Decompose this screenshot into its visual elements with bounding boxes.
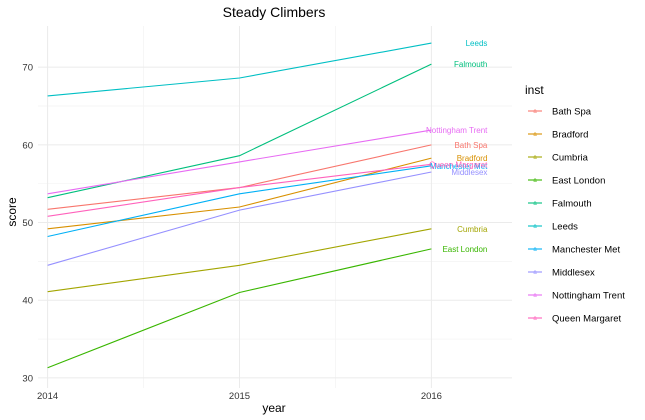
legend-label: Middlesex xyxy=(552,268,595,279)
series-end-label: Queen Margaret xyxy=(429,160,488,169)
series-end-label: Middlesex xyxy=(451,168,487,177)
legend-key-glyph: a xyxy=(533,178,537,184)
legend-label: Queen Margaret xyxy=(552,314,622,325)
legend-label: Leeds xyxy=(552,222,578,233)
legend-key-glyph: a xyxy=(533,224,537,230)
legend-key-glyph: a xyxy=(533,109,537,115)
legend-label: Falmouth xyxy=(552,199,592,210)
legend-key-glyph: a xyxy=(533,270,537,276)
series-end-label: Leeds xyxy=(466,39,488,48)
legend-label: Nottingham Trent xyxy=(552,291,625,302)
series-end-label: Bath Spa xyxy=(454,141,487,150)
series-end-label: Bradford xyxy=(457,154,488,163)
series-line xyxy=(47,248,432,369)
y-tick-label: 30 xyxy=(22,373,33,384)
y-axis-title: score xyxy=(5,197,19,227)
series-line xyxy=(47,163,432,217)
legend: inst a Bath Spa a Bradford a Cumbria a East Lon… xyxy=(525,83,625,325)
series-end-label: Cumbria xyxy=(457,225,488,234)
x-tick-label: 2014 xyxy=(37,391,58,402)
series-line xyxy=(47,42,432,97)
series-line xyxy=(47,171,432,266)
series-line xyxy=(47,157,432,230)
y-tick-label: 50 xyxy=(22,218,33,229)
legend-title: inst xyxy=(525,83,544,97)
series-lines xyxy=(47,42,432,369)
series-end-label: Nottingham Trent xyxy=(426,126,488,135)
x-axis-title: year xyxy=(262,401,285,415)
legend-label: Cumbria xyxy=(552,153,589,164)
x-tick-label: 2015 xyxy=(229,391,250,402)
legend-items: a Bath Spa a Bradford a Cumbria a East London a F… xyxy=(528,107,625,325)
y-axis-ticks: 30 40 50 60 70 xyxy=(22,63,33,385)
legend-key-glyph: a xyxy=(533,293,537,299)
chart-title: Steady Climbers xyxy=(223,4,326,20)
legend-label: Bath Spa xyxy=(552,107,592,118)
y-tick-label: 40 xyxy=(22,296,33,307)
legend-label: East London xyxy=(552,176,605,187)
series-line xyxy=(47,165,432,238)
x-tick-label: 2016 xyxy=(421,391,442,402)
legend-label: Bradford xyxy=(552,130,588,141)
series-end-label: East London xyxy=(442,245,487,254)
series-line xyxy=(47,228,432,293)
legend-label: Manchester Met xyxy=(552,245,620,256)
y-tick-label: 70 xyxy=(22,63,33,74)
legend-key-glyph: a xyxy=(533,155,537,161)
x-axis-ticks: 2014 2015 2016 xyxy=(37,391,442,402)
legend-key-glyph: a xyxy=(533,201,537,207)
series-end-label: Manchester Met xyxy=(430,162,488,171)
legend-key-glyph: a xyxy=(533,132,537,138)
y-tick-label: 60 xyxy=(22,140,33,151)
legend-key-glyph: a xyxy=(533,247,537,253)
end-labels: Bath Spa Bradford Cumbria East London Falmou… xyxy=(426,39,488,254)
series-line xyxy=(47,129,432,195)
series-end-label: Falmouth xyxy=(454,60,487,69)
legend-key-glyph: a xyxy=(533,316,537,322)
